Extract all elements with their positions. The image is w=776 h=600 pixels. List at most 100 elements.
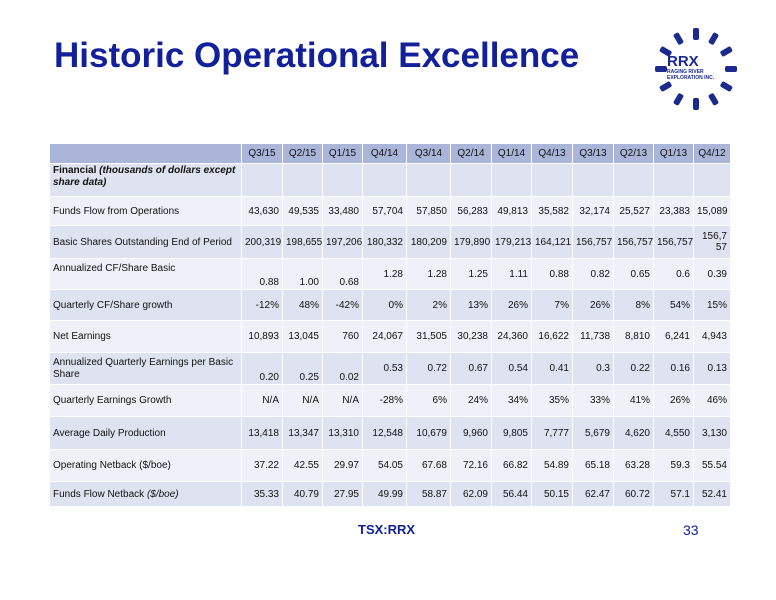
table-cell: 46%	[693, 384, 731, 417]
table-cell: 58.87	[406, 481, 451, 507]
table-row: Annualized Quarterly Earnings per Basic …	[49, 352, 731, 385]
col-header: Q1/15	[322, 143, 363, 164]
table-cell: 0.53	[362, 352, 407, 385]
table-cell: 0.82	[572, 258, 614, 290]
table-cell: 6%	[406, 384, 451, 417]
logo-text: RRX RAGING RIVER EXPLORATION INC.	[667, 54, 737, 81]
table-cell: 54.89	[531, 449, 573, 482]
table-cell: 26%	[491, 289, 532, 321]
financial-table: Q3/15 Q2/15 Q1/15 Q4/14 Q3/14 Q2/14 Q1/1…	[49, 143, 731, 507]
table-cell: 197,206	[322, 225, 363, 259]
header-row: Q3/15 Q2/15 Q1/15 Q4/14 Q3/14 Q2/14 Q1/1…	[49, 143, 731, 164]
table-cell: 179,213	[491, 225, 532, 259]
table-cell: -42%	[322, 289, 363, 321]
table-cell: 156,757	[653, 225, 694, 259]
table-cell: 31,505	[406, 320, 451, 353]
table-cell: 4,550	[653, 416, 694, 450]
table-cell: 180,209	[406, 225, 451, 259]
table-cell: 2%	[406, 289, 451, 321]
table-cell: 62.47	[572, 481, 614, 507]
table-cell: 6,241	[653, 320, 694, 353]
table-cell: 156,757	[613, 225, 654, 259]
table-cell: 59.3	[653, 449, 694, 482]
table-cell: 0.88	[241, 258, 283, 290]
table-cell: N/A	[322, 384, 363, 417]
col-header: Q4/12	[693, 143, 731, 164]
table-row: Operating Netback ($/boe) 37.22 42.55 29…	[49, 449, 731, 482]
table-cell: 1.28	[362, 258, 407, 290]
table-cell: 57.1	[653, 481, 694, 507]
table-cell: 13,310	[322, 416, 363, 450]
table-cell: 62.09	[450, 481, 492, 507]
table-cell: 50.15	[531, 481, 573, 507]
table-cell: 10,893	[241, 320, 283, 353]
table-cell: 30,238	[450, 320, 492, 353]
logo-name: RRX	[667, 53, 699, 70]
table-cell: 67.68	[406, 449, 451, 482]
table-row: Average Daily Production 13,418 13,347 1…	[49, 416, 731, 450]
table-cell: 54%	[653, 289, 694, 321]
table-cell: 24,360	[491, 320, 532, 353]
row-label: Annualized Quarterly Earnings per Basic …	[49, 352, 242, 385]
table-row: Quarterly CF/Share growth -12% 48% -42% …	[49, 289, 731, 321]
row-label: Annualized CF/Share Basic	[49, 258, 242, 290]
row-label: Funds Flow Netback ($/boe)	[49, 481, 242, 507]
table-cell: 24,067	[362, 320, 407, 353]
ticker-symbol: TSX:RRX	[358, 522, 416, 537]
table-cell: 27.95	[322, 481, 363, 507]
col-header: Q4/14	[362, 143, 407, 164]
row-label: Basic Shares Outstanding End of Period	[49, 225, 242, 259]
section-row: Financial (thousands of dollars except s…	[49, 163, 731, 197]
table-cell: 156,757	[572, 225, 614, 259]
table-cell: 1.00	[282, 258, 323, 290]
table-cell: 13,045	[282, 320, 323, 353]
table-cell: 8,810	[613, 320, 654, 353]
page-title: Historic Operational Excellence	[54, 36, 580, 75]
table-cell: 8%	[613, 289, 654, 321]
table-row: Net Earnings 10,893 13,045 760 24,067 31…	[49, 320, 731, 353]
table-cell: 12,548	[362, 416, 407, 450]
col-header: Q2/13	[613, 143, 654, 164]
table-cell: N/A	[241, 384, 283, 417]
table-cell: 0%	[362, 289, 407, 321]
table-row: Basic Shares Outstanding End of Period 2…	[49, 225, 731, 259]
col-header: Q1/13	[653, 143, 694, 164]
table-cell: 0.13	[693, 352, 731, 385]
table-cell: 4,620	[613, 416, 654, 450]
table-cell: 1.28	[406, 258, 451, 290]
table-cell: 0.67	[450, 352, 492, 385]
table-cell: 25,527	[613, 196, 654, 226]
table-cell: 198,655	[282, 225, 323, 259]
table-cell: 65.18	[572, 449, 614, 482]
table-cell: 15,089	[693, 196, 731, 226]
table-cell: 49,813	[491, 196, 532, 226]
table-cell: 15%	[693, 289, 731, 321]
col-header: Q1/14	[491, 143, 532, 164]
table-cell: 180,332	[362, 225, 407, 259]
table-cell: 0.72	[406, 352, 451, 385]
table-cell: 0.88	[531, 258, 573, 290]
company-logo	[655, 28, 737, 110]
table-cell: 32,174	[572, 196, 614, 226]
table-cell: 0.41	[531, 352, 573, 385]
table-cell: 7%	[531, 289, 573, 321]
table-cell: 1.11	[491, 258, 532, 290]
table-cell: 9,960	[450, 416, 492, 450]
table-cell: 0.25	[282, 352, 323, 385]
table-cell: 43,630	[241, 196, 283, 226]
table-cell: 33,480	[322, 196, 363, 226]
table-cell: 49,535	[282, 196, 323, 226]
row-label: Funds Flow from Operations	[49, 196, 242, 226]
page-number: 33	[683, 522, 699, 538]
table-cell: 56.44	[491, 481, 532, 507]
table-cell: 35,582	[531, 196, 573, 226]
col-header: Q2/15	[282, 143, 323, 164]
table-cell: 1.25	[450, 258, 492, 290]
logo-line2: EXPLORATION INC.	[667, 75, 715, 81]
table-cell: 63.28	[613, 449, 654, 482]
table-cell: 13,347	[282, 416, 323, 450]
table-cell: 0.3	[572, 352, 614, 385]
table-cell: 0.16	[653, 352, 694, 385]
table-cell: 7,777	[531, 416, 573, 450]
table-cell: 16,622	[531, 320, 573, 353]
